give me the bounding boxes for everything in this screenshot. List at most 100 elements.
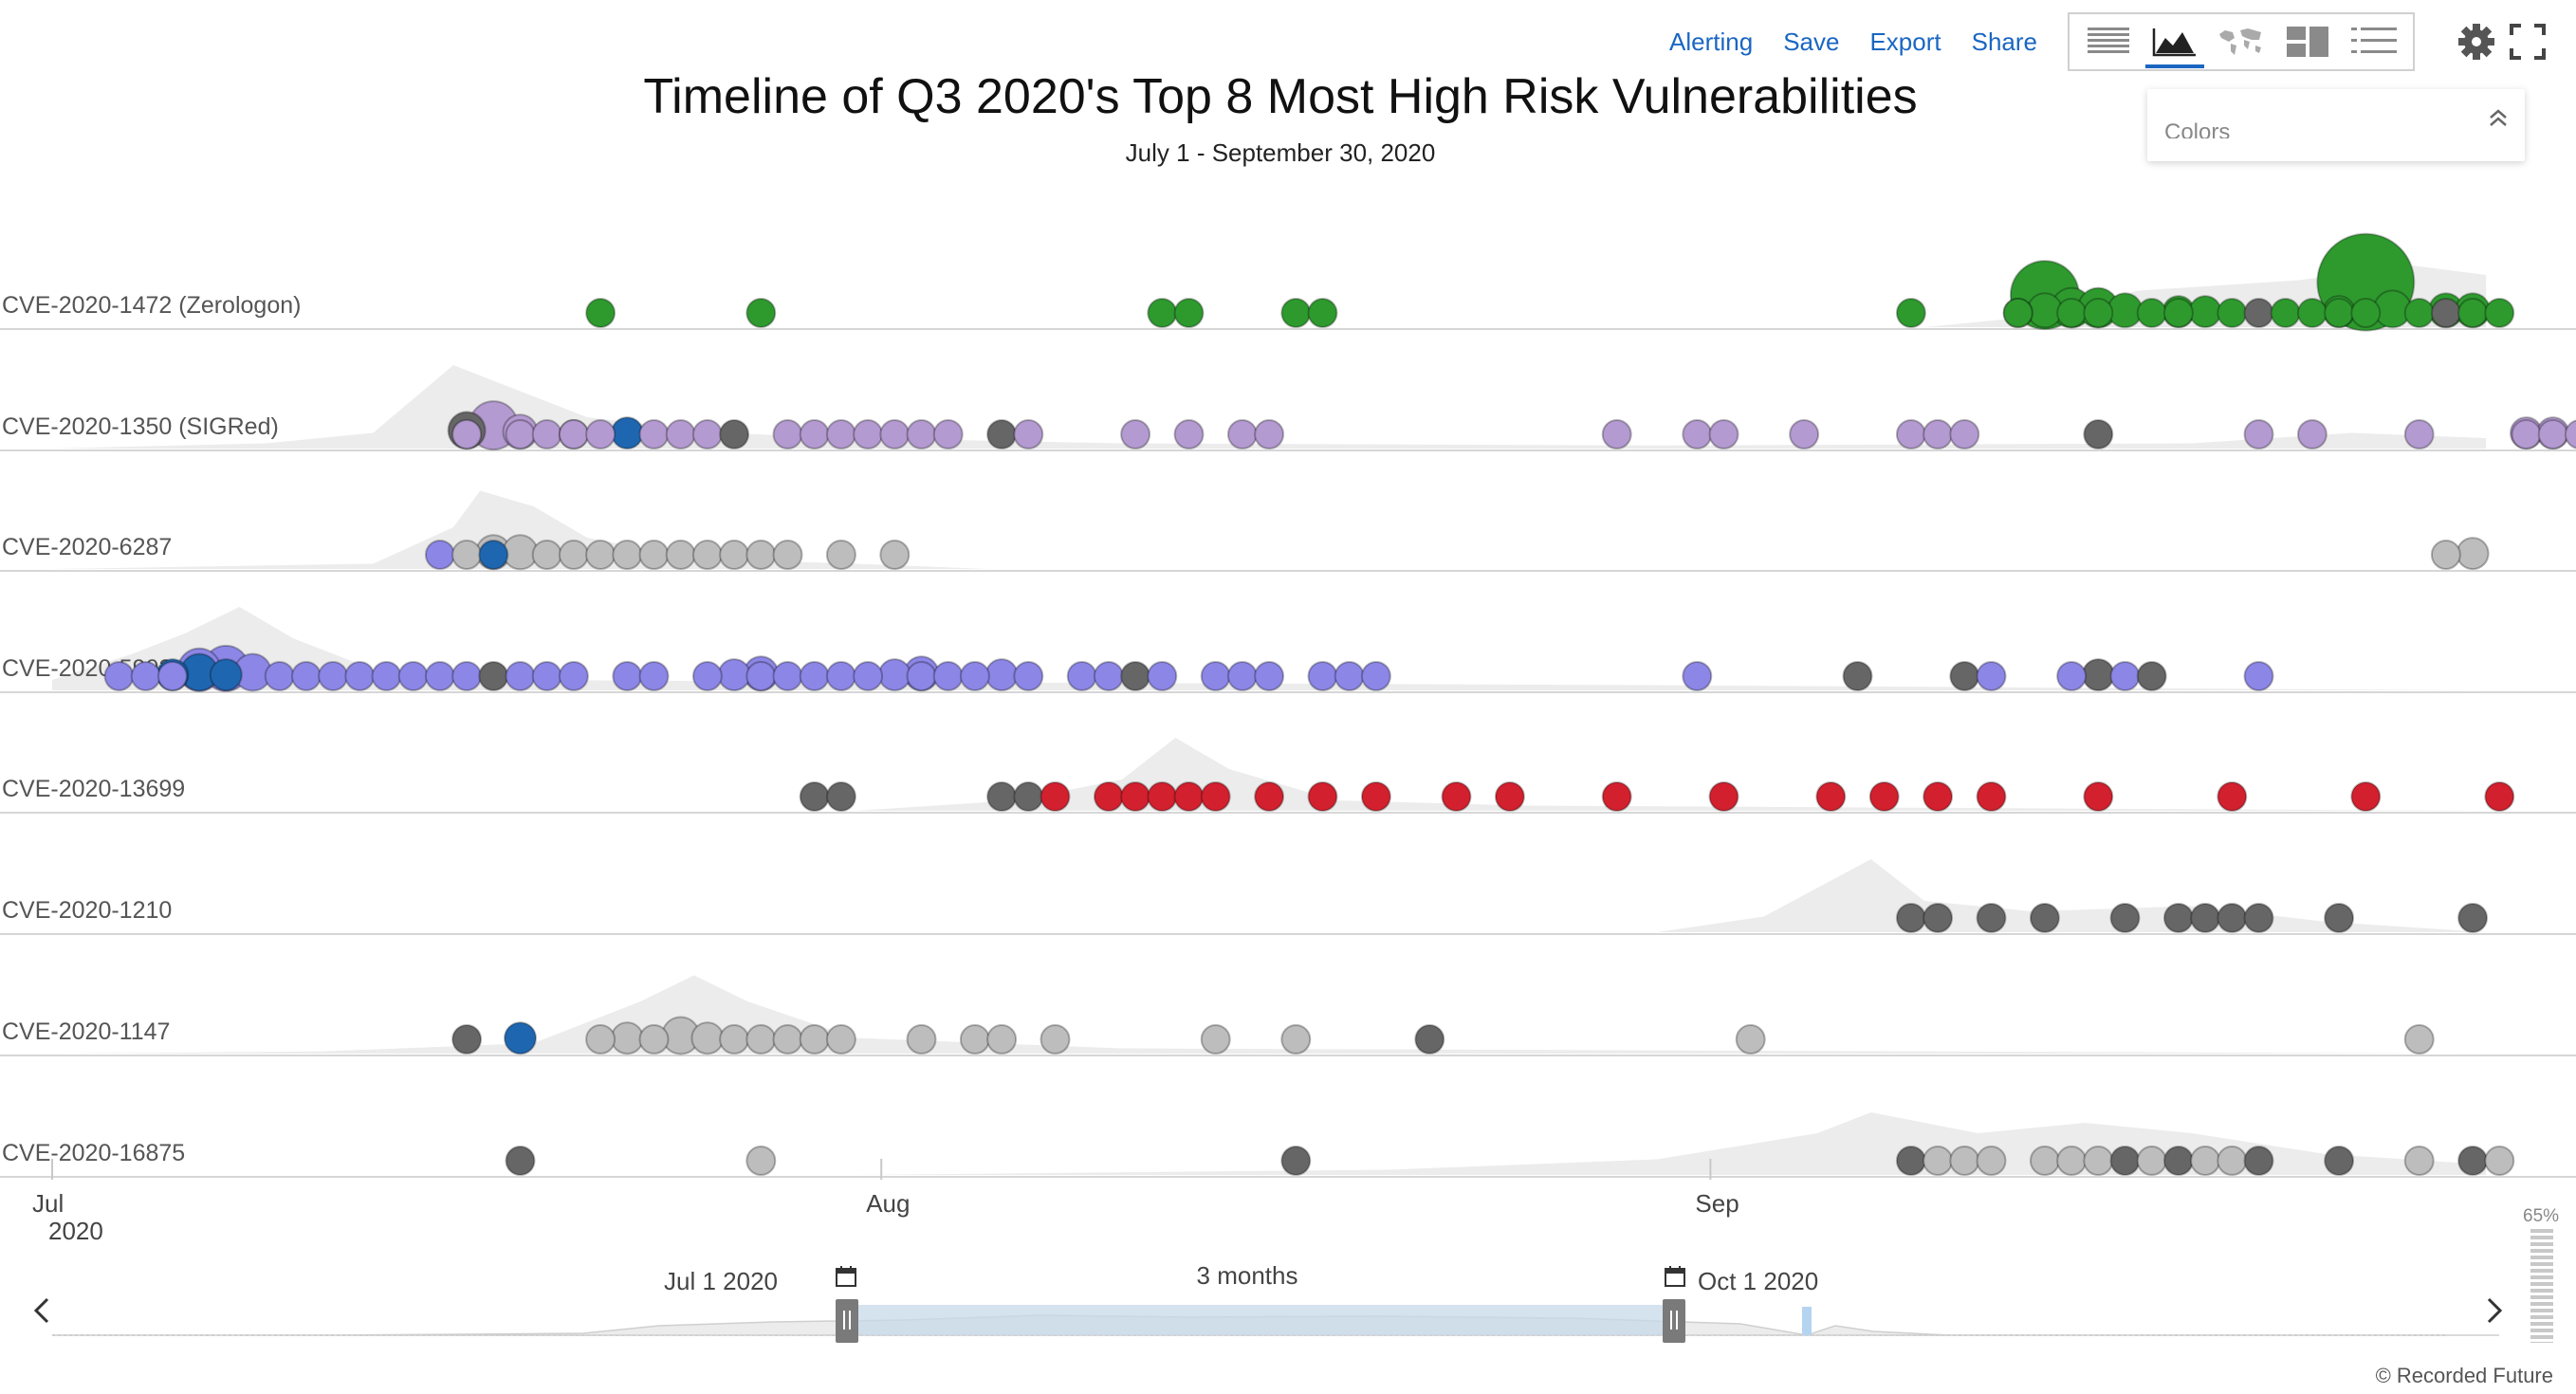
event-point[interactable] — [638, 419, 670, 449]
event-point[interactable] — [2403, 298, 2435, 328]
event-point[interactable] — [2243, 419, 2274, 449]
event-point[interactable] — [1307, 781, 1338, 812]
event-point[interactable] — [772, 540, 803, 570]
event-point[interactable] — [424, 540, 455, 570]
event-point[interactable] — [1013, 419, 1044, 449]
event-point[interactable] — [478, 661, 509, 691]
event-point[interactable] — [986, 419, 1018, 449]
event-point[interactable] — [1895, 298, 1926, 328]
event-point[interactable] — [318, 661, 349, 691]
event-point[interactable] — [2457, 903, 2489, 933]
map-view-button[interactable] — [2208, 15, 2274, 68]
event-point[interactable] — [2217, 1146, 2248, 1176]
event-point[interactable] — [2403, 1146, 2435, 1176]
event-point[interactable] — [1949, 419, 1980, 449]
event-point[interactable] — [2484, 781, 2515, 812]
event-point[interactable] — [1226, 419, 1258, 449]
event-point[interactable] — [1895, 1146, 1926, 1176]
event-point[interactable] — [825, 540, 856, 570]
event-point[interactable] — [558, 661, 589, 691]
event-point[interactable] — [1307, 298, 1338, 328]
event-point[interactable] — [558, 419, 589, 449]
event-point[interactable] — [745, 661, 777, 691]
event-point[interactable] — [505, 661, 536, 691]
scroll-right-button[interactable] — [2485, 1297, 2504, 1329]
event-point[interactable] — [1093, 661, 1124, 691]
event-point[interactable] — [825, 1024, 856, 1055]
save-link[interactable]: Save — [1783, 27, 1840, 56]
event-point[interactable] — [1976, 661, 2007, 691]
event-point[interactable] — [1708, 419, 1739, 449]
event-point[interactable] — [451, 540, 483, 570]
event-point[interactable] — [1923, 1146, 1954, 1176]
event-point[interactable] — [1093, 781, 1124, 812]
event-point[interactable] — [585, 540, 616, 570]
event-point[interactable] — [1923, 781, 1954, 812]
event-point[interactable] — [531, 419, 562, 449]
event-point[interactable] — [1708, 781, 1739, 812]
event-point[interactable] — [906, 661, 937, 691]
event-point[interactable] — [610, 416, 644, 450]
event-point[interactable] — [2056, 661, 2088, 691]
event-point[interactable] — [2081, 658, 2115, 692]
event-point[interactable] — [638, 540, 670, 570]
event-point[interactable] — [691, 661, 723, 691]
event-point[interactable] — [2188, 295, 2222, 329]
scroll-left-button[interactable] — [32, 1297, 51, 1329]
event-point[interactable] — [984, 658, 1019, 692]
event-point[interactable] — [959, 1024, 990, 1055]
event-point[interactable] — [1120, 781, 1151, 812]
event-point[interactable] — [691, 540, 723, 570]
event-point[interactable] — [1120, 661, 1151, 691]
event-point[interactable] — [1601, 419, 1632, 449]
event-point[interactable] — [2162, 903, 2194, 933]
event-point[interactable] — [1923, 903, 1954, 933]
event-point[interactable] — [1254, 661, 1285, 691]
event-point[interactable] — [2109, 903, 2141, 933]
event-point[interactable] — [2350, 298, 2382, 328]
event-point[interactable] — [2270, 298, 2301, 328]
event-point[interactable] — [745, 298, 777, 328]
event-point[interactable] — [610, 1021, 644, 1055]
event-point[interactable] — [1120, 419, 1151, 449]
event-point[interactable] — [719, 419, 750, 449]
calendar-icon[interactable] — [1664, 1265, 1686, 1288]
event-point[interactable] — [451, 419, 483, 449]
event-point[interactable] — [371, 661, 402, 691]
event-point[interactable] — [1895, 903, 1926, 933]
event-point[interactable] — [2457, 1146, 2489, 1176]
event-point[interactable] — [397, 661, 429, 691]
event-point[interactable] — [2296, 419, 2328, 449]
event-point[interactable] — [2537, 419, 2568, 449]
event-point[interactable] — [1200, 781, 1231, 812]
event-point[interactable] — [2109, 661, 2141, 691]
event-point[interactable] — [2430, 540, 2461, 570]
event-point[interactable] — [2564, 419, 2576, 449]
event-point[interactable] — [2324, 1146, 2355, 1176]
event-point[interactable] — [1949, 661, 1980, 691]
event-point[interactable] — [2029, 903, 2060, 933]
event-point[interactable] — [1414, 1024, 1445, 1055]
event-point[interactable] — [1976, 1146, 2007, 1176]
event-point[interactable] — [2136, 661, 2167, 691]
event-point[interactable] — [745, 1146, 777, 1176]
event-point[interactable] — [531, 540, 562, 570]
event-point[interactable] — [558, 540, 589, 570]
event-point[interactable] — [612, 540, 643, 570]
event-point[interactable] — [451, 661, 483, 691]
event-point[interactable] — [478, 540, 509, 570]
event-point[interactable] — [505, 419, 536, 449]
event-point[interactable] — [932, 661, 964, 691]
event-point[interactable] — [877, 658, 911, 692]
event-point[interactable] — [2056, 298, 2088, 328]
event-point[interactable] — [1040, 1024, 1071, 1055]
event-point[interactable] — [799, 419, 830, 449]
detail-list-button[interactable] — [2341, 15, 2407, 68]
event-point[interactable] — [2083, 781, 2114, 812]
event-point[interactable] — [1173, 419, 1205, 449]
event-point[interactable] — [1226, 661, 1258, 691]
event-point[interactable] — [2056, 1146, 2088, 1176]
selected-range[interactable] — [847, 1305, 1674, 1335]
event-point[interactable] — [1976, 903, 2007, 933]
event-point[interactable] — [1360, 661, 1391, 691]
